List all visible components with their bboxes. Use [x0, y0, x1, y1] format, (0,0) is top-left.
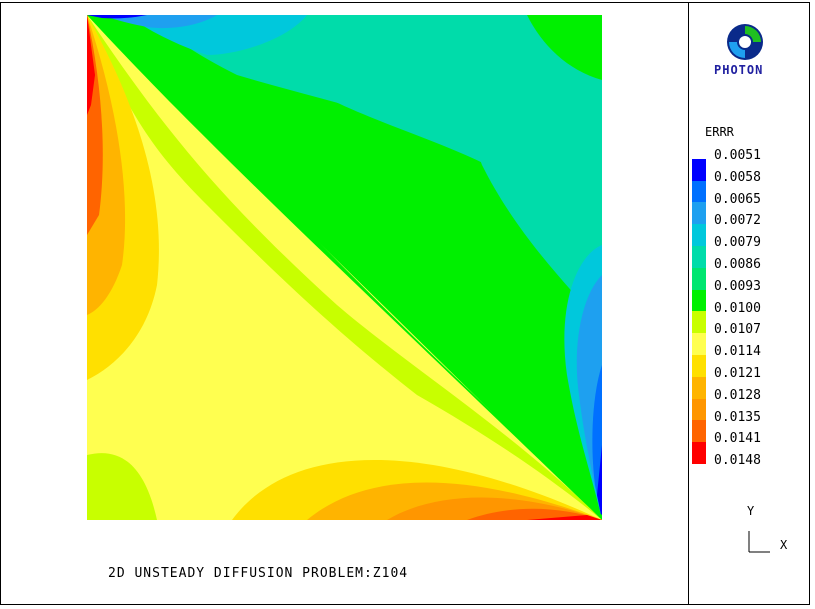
legend-swatch	[692, 224, 706, 246]
contour-blue-corner	[87, 15, 147, 19]
legend-label: 0.0128	[714, 387, 761, 403]
legend-swatch	[692, 442, 706, 464]
contour-yellow-region	[87, 15, 602, 520]
legend-label: 0.0051	[714, 148, 761, 163]
legend-swatch	[692, 267, 706, 290]
legend-swatch	[692, 289, 706, 312]
legend-label: 0.0148	[714, 453, 761, 469]
legend-swatch	[692, 398, 706, 421]
legend-swatch	[692, 180, 706, 203]
legend-label: 0.0114	[714, 344, 761, 360]
legend-label: 0.0100	[714, 300, 761, 316]
legend-label: 0.0072	[714, 213, 761, 229]
legend-label: 0.0058	[714, 169, 761, 185]
legend-label: 0.0141	[714, 431, 761, 447]
legend-swatch	[692, 376, 706, 399]
legend-label: 0.0121	[714, 365, 761, 381]
contour-plot	[87, 15, 602, 520]
axis-y-label: Y	[747, 504, 755, 518]
panel-divider	[688, 2, 689, 605]
legend-label: 0.0135	[714, 409, 761, 425]
legend-swatch	[692, 333, 706, 355]
legend-swatch	[692, 311, 706, 334]
legend-label: 0.0065	[714, 191, 761, 207]
axis-x-label: X	[780, 538, 788, 552]
legend-title: ERRR	[705, 125, 734, 139]
photon-logo-icon	[727, 24, 763, 60]
legend-label: 0.0093	[714, 278, 761, 294]
legend-swatch	[692, 420, 706, 443]
legend-swatch	[692, 354, 706, 377]
plot-caption: 2D UNSTEADY DIFFUSION PROBLEM:Z104	[108, 566, 409, 581]
legend-label: 0.0107	[714, 322, 761, 338]
legend-label: 0.0086	[714, 256, 761, 272]
legend-swatch	[692, 245, 706, 268]
legend-label: 0.0079	[714, 235, 761, 251]
logo-text: PHOTON	[714, 63, 764, 77]
legend-swatch	[692, 158, 706, 181]
axis-indicator	[748, 531, 770, 553]
legend-swatch	[692, 202, 706, 225]
